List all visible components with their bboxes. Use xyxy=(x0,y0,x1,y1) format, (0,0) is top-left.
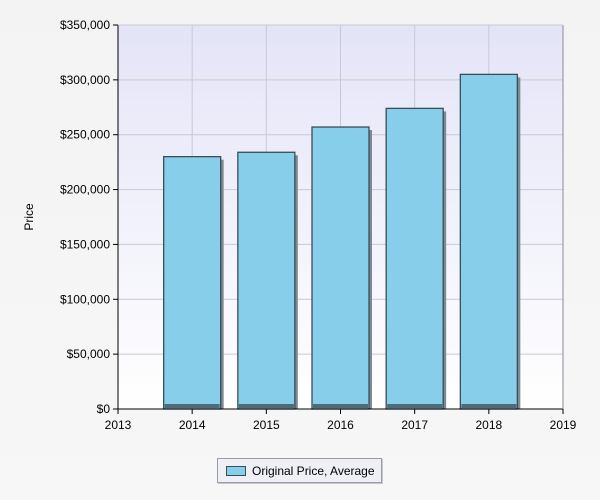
legend-swatch xyxy=(226,465,246,476)
x-tick-label: 2017 xyxy=(401,418,428,432)
x-tick-label: 2018 xyxy=(475,418,502,432)
y-tick-label: $300,000 xyxy=(60,73,110,87)
bars xyxy=(163,73,521,410)
y-tick-label: $0 xyxy=(97,402,111,416)
y-tick-label: $50,000 xyxy=(67,347,111,361)
bar-base xyxy=(387,404,443,408)
x-tick-label: 2019 xyxy=(550,418,577,432)
y-tick-label: $150,000 xyxy=(60,237,110,251)
y-tick-label: $250,000 xyxy=(60,128,110,142)
bar-base xyxy=(238,404,294,408)
x-tick-label: 2016 xyxy=(327,418,354,432)
bar-base xyxy=(313,404,368,408)
x-tick-label: 2014 xyxy=(179,418,206,432)
legend-label-series: Original Price, Average xyxy=(252,463,375,478)
bar-base xyxy=(164,404,220,408)
axes: $0 $50,000 $100,000 $150,000 $200,000 $250,00… xyxy=(60,18,577,432)
x-tick-label: 2015 xyxy=(253,418,280,432)
bar-base xyxy=(461,404,517,408)
y-axis-label: Price xyxy=(22,203,36,231)
y-tick-label: $200,000 xyxy=(60,183,110,197)
bar-2014 xyxy=(163,156,222,410)
bar-2016 xyxy=(311,126,370,410)
bar-2015 xyxy=(237,151,296,410)
x-tick-label: 2013 xyxy=(105,418,132,432)
bar-2017 xyxy=(385,107,444,410)
y-tick-label: $100,000 xyxy=(60,292,110,306)
bar-2018 xyxy=(459,73,518,410)
legend: Original Price, Average xyxy=(217,458,382,483)
y-tick-label: $350,000 xyxy=(60,18,110,32)
